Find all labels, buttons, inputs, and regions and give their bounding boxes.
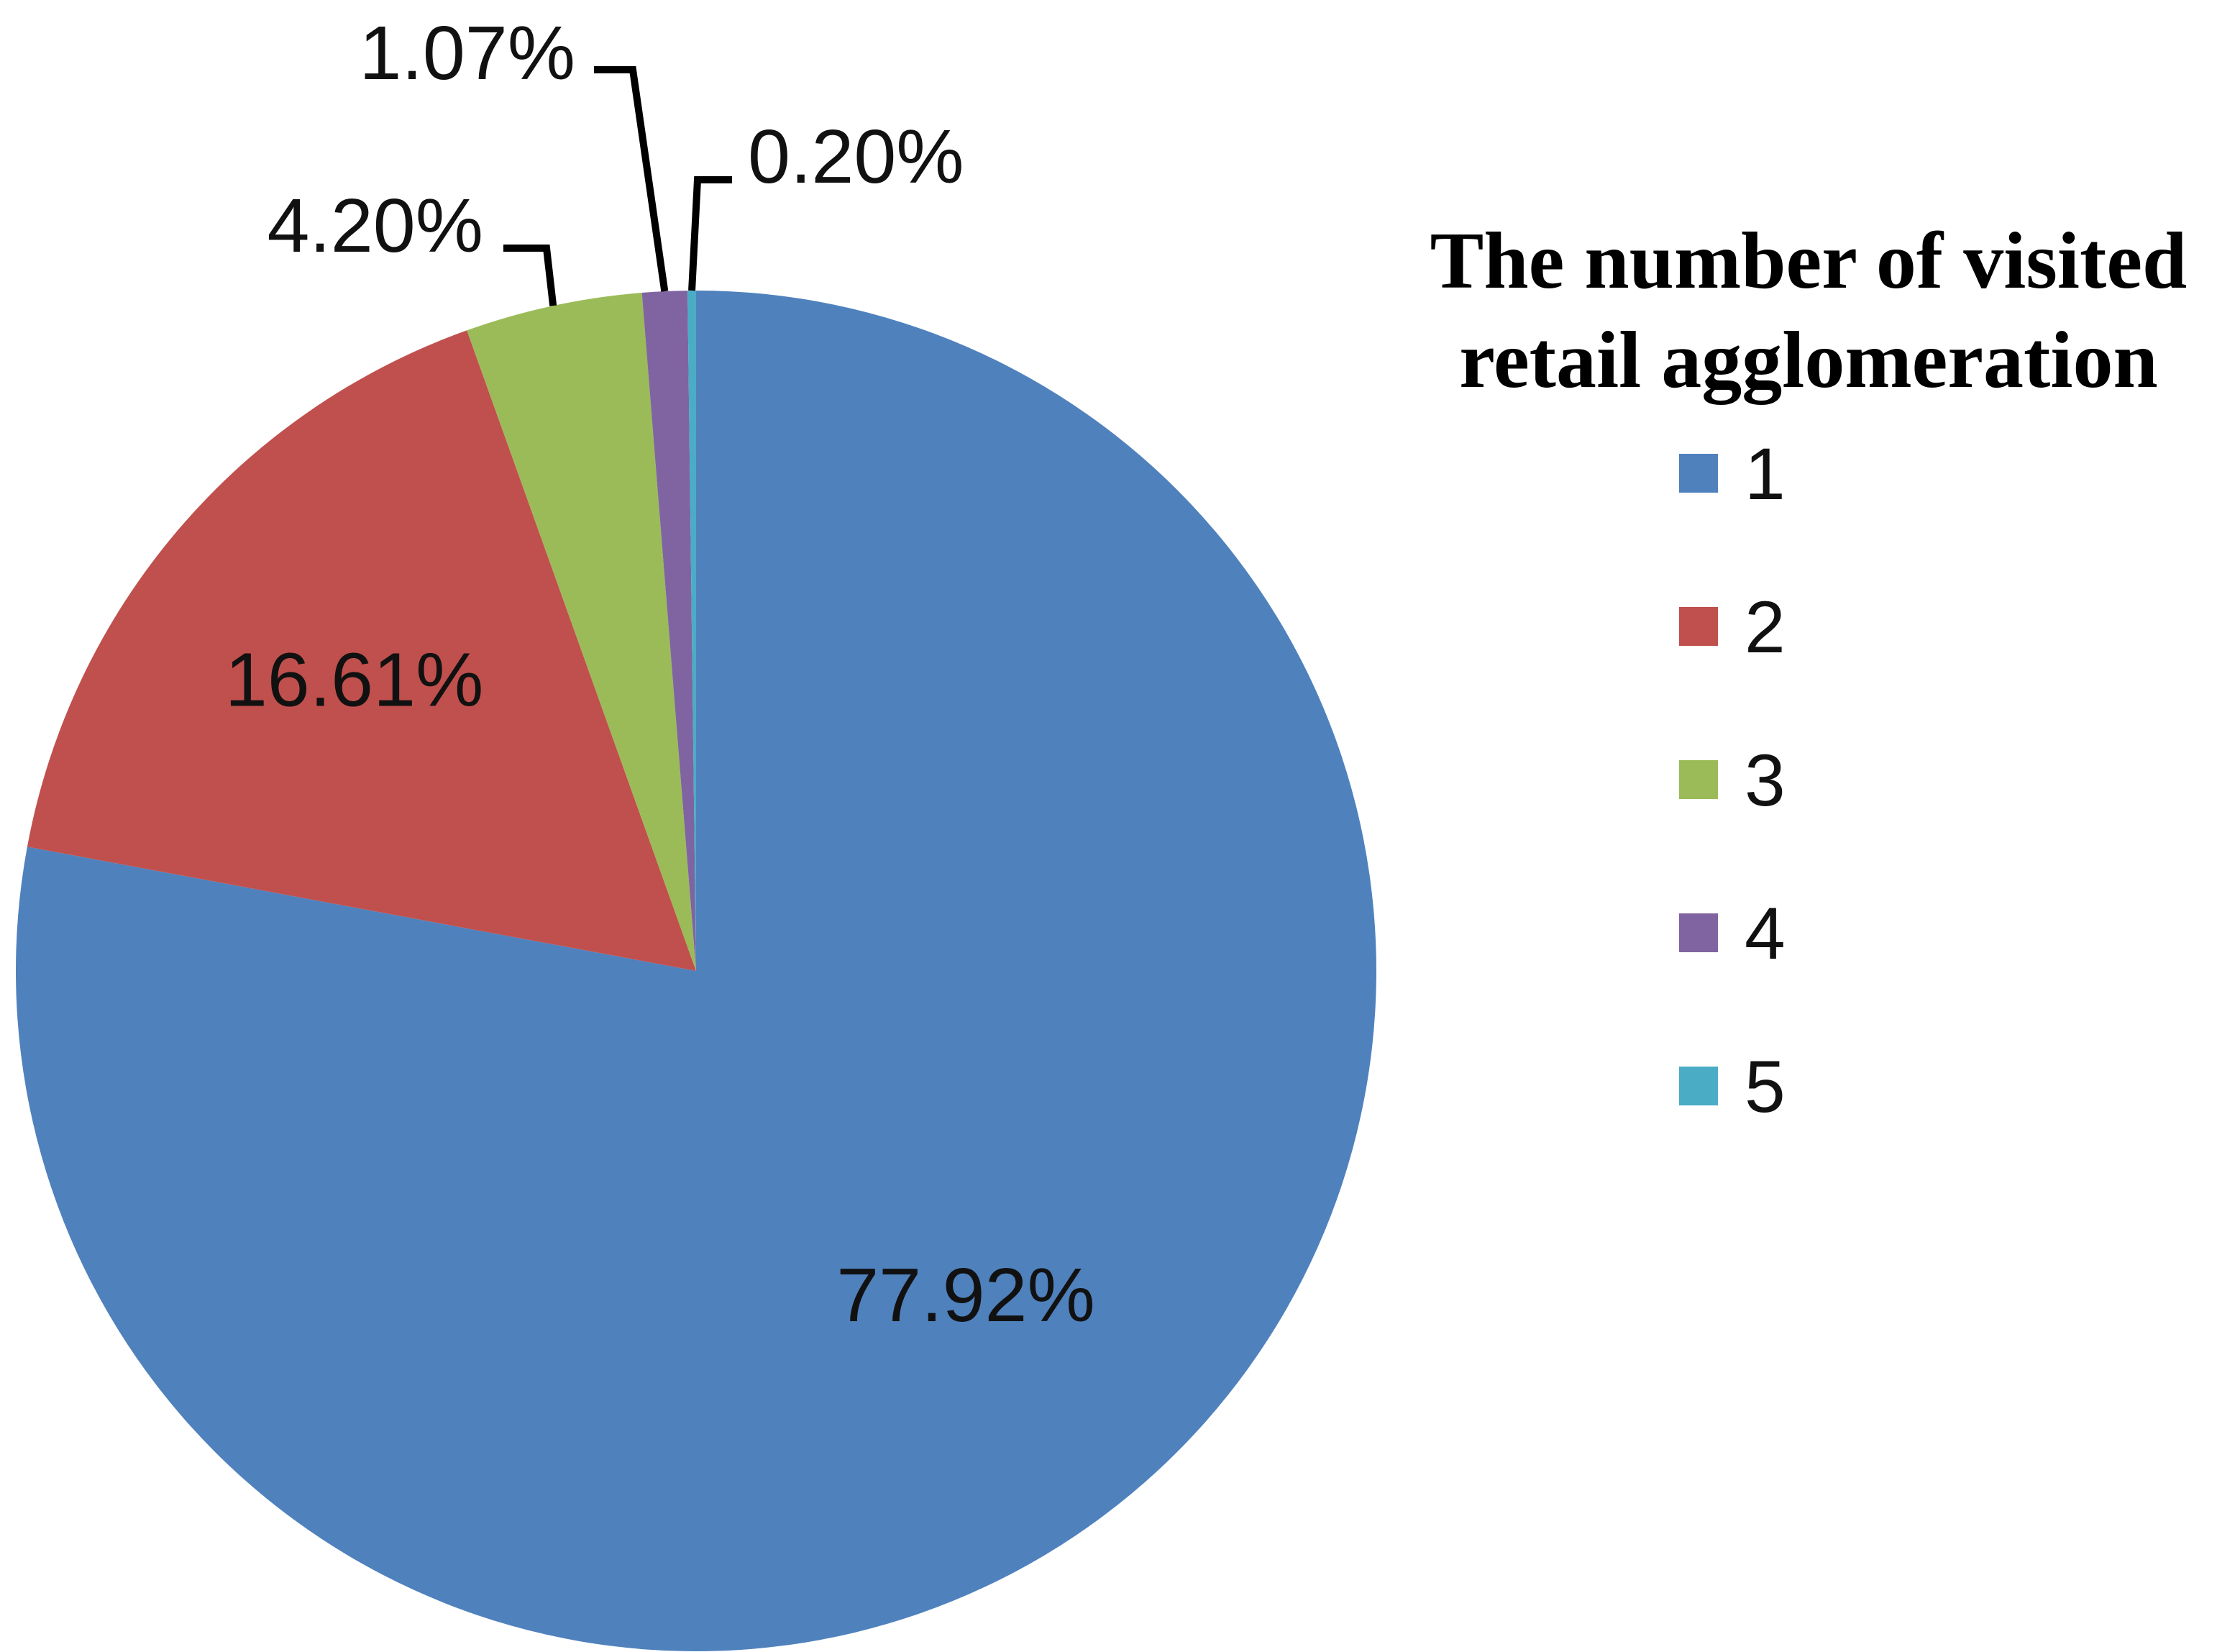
pie-slices <box>16 291 1377 1652</box>
data-labels: 77.92% 16.61% 4.20% 1.07% 0.20% <box>225 11 1095 1338</box>
pie-slice-4 <box>641 291 696 971</box>
data-label-5: 0.20% <box>748 114 964 199</box>
pie-slice-3 <box>467 293 696 971</box>
legend-swatch-3 <box>1679 760 1718 799</box>
pie-slice-2 <box>27 330 697 971</box>
data-label-1: 77.92% <box>836 1253 1095 1338</box>
legend-items: 1 2 3 4 5 <box>1679 433 1786 1128</box>
data-label-3: 4.20% <box>267 183 483 268</box>
legend-label-3: 3 <box>1745 739 1786 821</box>
legend-swatch-1 <box>1679 454 1718 493</box>
legend-swatch-2 <box>1679 607 1718 646</box>
leader-line-4 <box>594 66 669 292</box>
leader-line-3 <box>503 245 557 306</box>
legend-label-5: 5 <box>1745 1046 1786 1128</box>
legend-label-2: 2 <box>1745 586 1786 668</box>
legend-label-1: 1 <box>1745 433 1786 515</box>
legend-swatch-5 <box>1679 1067 1718 1105</box>
data-label-4: 1.07% <box>359 11 575 96</box>
data-label-2: 16.61% <box>225 637 484 722</box>
legend-title-line-2: retail agglomeration <box>1459 316 2157 405</box>
leader-line-5 <box>688 176 732 291</box>
legend-title-line-1: The number of visited <box>1430 216 2188 306</box>
legend-swatch-4 <box>1679 913 1718 952</box>
legend-label-4: 4 <box>1745 893 1786 975</box>
pie-slice-1 <box>16 291 1377 1652</box>
legend: The number of visited retail agglomerati… <box>1430 216 2188 1128</box>
pie-slice-5 <box>687 291 696 971</box>
leader-lines <box>503 66 732 306</box>
